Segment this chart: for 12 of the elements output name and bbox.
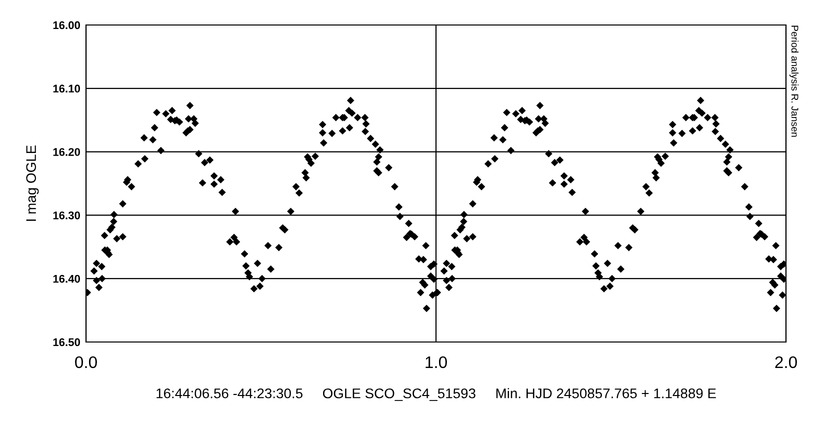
y-tick-label: 16.10 [53, 84, 80, 93]
y-tick-label: 16.40 [53, 274, 80, 283]
x-tick-label: 0.0 [75, 356, 97, 368]
y-tick-label: 16.00 [53, 21, 80, 30]
y-tick-label: 16.50 [53, 338, 80, 346]
x-tick-label: 1.0 [426, 356, 447, 368]
y-tick-label: 16.20 [53, 148, 80, 156]
text: Period analysis R. Jansen [789, 26, 799, 137]
y-tick-label: 16.30 [53, 211, 80, 220]
x-tick-label: 2.0 [775, 356, 797, 368]
y-axis-title: I mag OGLE [26, 146, 39, 221]
x-axis-title: 16:44:06.56 -44:23:30.5 OGLE SCO_SC4_51593 Min. HJD 2450857.765 + 1.14889 E [156, 388, 716, 401]
